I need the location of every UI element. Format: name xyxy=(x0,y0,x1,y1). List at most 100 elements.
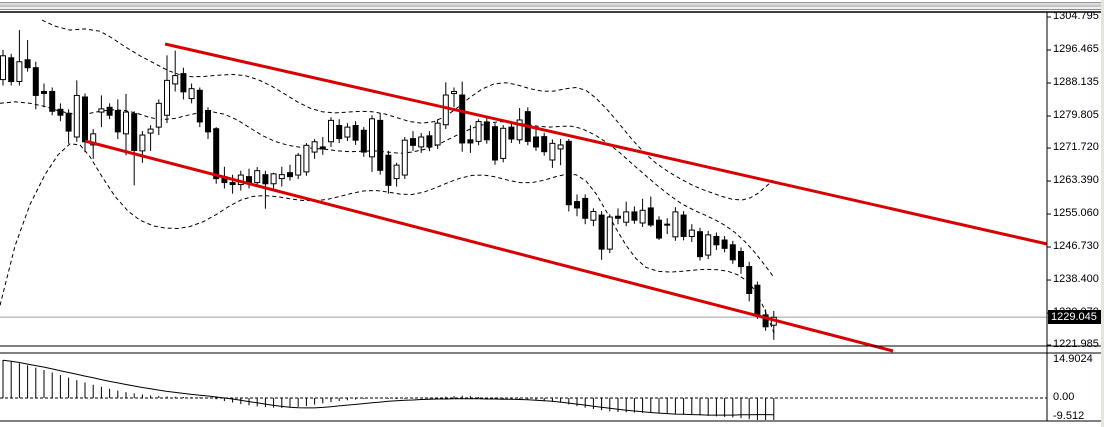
candle-bear xyxy=(410,138,416,146)
candle-bear xyxy=(180,73,187,93)
candle-bear xyxy=(467,139,474,144)
candle-bull xyxy=(606,216,613,250)
candle-bull xyxy=(188,88,195,100)
trendline-upper[interactable] xyxy=(164,42,1048,246)
candle-bear xyxy=(492,126,498,161)
price-axis-label: 1221.985 xyxy=(1053,338,1099,351)
candle-bull xyxy=(442,94,449,126)
candle-bear xyxy=(697,231,703,258)
candle-bull xyxy=(705,234,712,256)
candle-bull xyxy=(590,210,597,221)
candle-bull xyxy=(344,126,351,138)
candle-bear xyxy=(762,314,769,328)
candle-bear xyxy=(196,89,203,123)
price-axis-label: 1304.795 xyxy=(1053,10,1099,22)
candle-bear xyxy=(57,108,64,116)
candle-bull xyxy=(278,174,285,180)
candle-bull xyxy=(123,111,129,135)
candle-bear xyxy=(131,113,138,151)
window-right-edge xyxy=(1101,0,1104,427)
price-axis-label: 1296.465 xyxy=(1053,43,1099,55)
candle-bull xyxy=(155,102,162,128)
candle-bear xyxy=(32,67,39,96)
window-top-strip xyxy=(0,0,1104,12)
candle-bull xyxy=(254,170,261,184)
trendline-lower[interactable] xyxy=(84,139,894,353)
candle-bull xyxy=(0,55,6,81)
candle-bear xyxy=(287,172,293,178)
candle-bull xyxy=(369,118,375,158)
bollinger-lower-band xyxy=(0,143,775,334)
candle-bull xyxy=(549,142,556,161)
candle-bull xyxy=(500,127,507,159)
candle-bull xyxy=(516,119,523,141)
candle-bull xyxy=(73,94,80,138)
candle-bear xyxy=(483,121,490,141)
candle-bull xyxy=(16,61,23,83)
candle-bear xyxy=(582,197,589,219)
candle-bear xyxy=(360,129,367,153)
candle-bull xyxy=(328,119,334,143)
candle-bear xyxy=(352,125,359,141)
candle-bear xyxy=(319,146,326,150)
candle-bear xyxy=(533,136,539,148)
indicator-axis-label: 0.00 xyxy=(1053,391,1075,403)
candle-bull xyxy=(557,144,564,150)
candle-bull xyxy=(451,90,457,94)
candle-bull xyxy=(401,139,408,176)
candle-bear xyxy=(336,125,343,140)
candle-bear xyxy=(24,59,31,69)
candle-bear xyxy=(213,128,220,180)
price-axis-label: 1271.720 xyxy=(1053,141,1099,154)
candle-bear xyxy=(82,96,88,143)
candle-bear xyxy=(615,215,621,219)
candle-bull xyxy=(418,136,425,148)
candle-bear xyxy=(656,219,662,239)
candle-bull xyxy=(434,122,441,146)
candle-bear xyxy=(680,214,687,237)
candle-bull xyxy=(688,229,695,237)
candle-bear xyxy=(713,235,720,246)
candle-bear xyxy=(746,266,753,294)
candle-bull xyxy=(623,211,630,223)
candle-bear xyxy=(41,90,47,94)
candle-bear xyxy=(738,251,744,268)
candle-bull xyxy=(295,154,302,176)
candle-bull xyxy=(639,209,646,224)
candle-bull xyxy=(303,144,310,173)
candle-bear xyxy=(377,119,384,171)
price-axis-label: 1238.400 xyxy=(1053,273,1099,286)
candle-bear xyxy=(229,182,236,186)
price-axis-label: 1246.730 xyxy=(1053,240,1099,253)
candle-bull xyxy=(98,108,105,113)
indicator-signal-line xyxy=(2,359,774,416)
candle-bull xyxy=(672,211,679,238)
indicator-axis-label: -9.512 xyxy=(1053,410,1085,422)
candle-bear xyxy=(647,207,654,226)
candle-bear xyxy=(65,112,72,132)
candle-bull xyxy=(311,141,318,153)
candle-bear xyxy=(631,211,638,221)
candle-bear xyxy=(721,239,728,249)
candle-bear xyxy=(729,244,736,261)
candle-bear xyxy=(262,174,269,185)
candle-bull xyxy=(270,173,277,185)
price-axis-label: 1263.390 xyxy=(1053,174,1099,187)
candle-bear xyxy=(664,223,671,226)
current-price-badge: 1229.045 xyxy=(1048,310,1104,325)
candle-bull xyxy=(90,133,97,146)
candle-bull xyxy=(172,75,179,85)
bollinger-middle-band xyxy=(0,101,774,277)
candle-bear xyxy=(114,109,121,133)
bollinger-upper-band xyxy=(41,19,774,201)
price-axis-label: 1255.060 xyxy=(1053,207,1099,220)
candle-bull xyxy=(393,164,400,180)
candle-bear xyxy=(205,109,211,133)
candle-bull xyxy=(147,128,154,134)
price-axis-label: 1288.135 xyxy=(1053,76,1099,88)
candle-bull xyxy=(164,79,170,116)
candle-bear xyxy=(49,90,56,112)
candle-bear xyxy=(426,135,433,148)
